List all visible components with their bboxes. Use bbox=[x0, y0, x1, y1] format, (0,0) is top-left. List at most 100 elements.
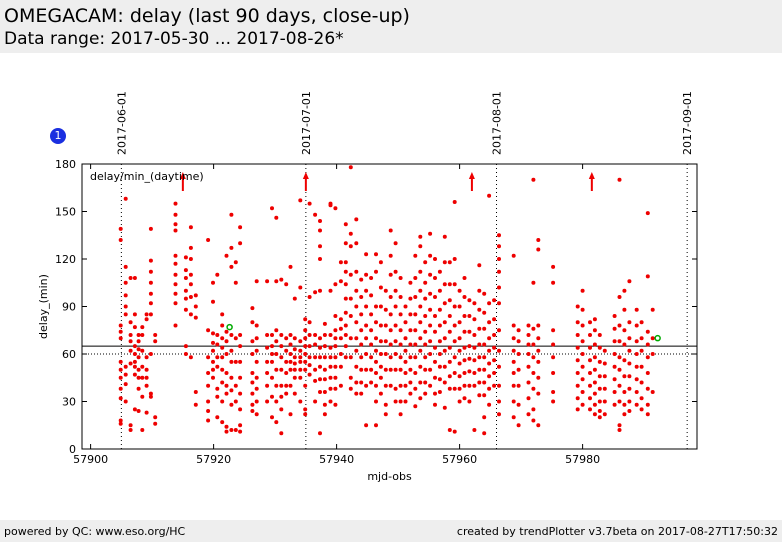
data-point bbox=[118, 336, 123, 341]
data-point bbox=[364, 323, 369, 328]
data-point bbox=[622, 307, 627, 312]
data-point bbox=[580, 377, 585, 382]
data-point bbox=[136, 333, 141, 337]
data-point bbox=[140, 325, 145, 330]
data-point bbox=[516, 339, 521, 344]
data-point bbox=[383, 367, 388, 372]
data-point bbox=[270, 344, 274, 349]
data-point bbox=[580, 402, 585, 407]
data-point bbox=[292, 391, 297, 396]
data-point bbox=[403, 320, 408, 325]
data-point bbox=[627, 374, 632, 379]
data-point bbox=[148, 226, 153, 231]
data-point bbox=[602, 348, 607, 353]
data-point bbox=[333, 386, 338, 391]
data-point bbox=[136, 355, 141, 360]
data-point bbox=[408, 355, 413, 360]
data-point bbox=[343, 269, 348, 274]
data-point bbox=[233, 260, 238, 265]
data-point bbox=[433, 329, 437, 334]
data-point bbox=[274, 339, 279, 344]
data-point bbox=[193, 315, 198, 320]
data-point bbox=[423, 296, 428, 301]
data-point bbox=[123, 293, 128, 298]
data-point bbox=[433, 257, 437, 261]
data-point bbox=[408, 342, 413, 347]
data-point bbox=[398, 383, 403, 388]
data-point bbox=[318, 377, 322, 382]
data-point bbox=[118, 386, 123, 391]
data-point bbox=[188, 245, 193, 250]
data-point bbox=[279, 333, 284, 337]
data-point bbox=[238, 344, 243, 349]
data-point bbox=[183, 268, 188, 273]
data-point bbox=[307, 295, 312, 299]
data-point bbox=[284, 348, 289, 353]
data-point bbox=[645, 342, 650, 347]
data-point bbox=[452, 429, 457, 434]
data-point bbox=[211, 375, 215, 380]
data-point bbox=[128, 423, 133, 428]
data-point bbox=[343, 333, 348, 337]
data-point bbox=[531, 326, 536, 331]
data-point bbox=[634, 377, 639, 382]
data-point bbox=[388, 272, 393, 277]
data-point bbox=[132, 344, 137, 349]
data-point bbox=[428, 307, 433, 312]
data-point bbox=[211, 348, 215, 353]
data-point bbox=[452, 355, 457, 360]
data-point bbox=[511, 348, 516, 353]
data-point bbox=[467, 383, 472, 388]
data-point bbox=[369, 312, 374, 317]
data-point bbox=[580, 390, 585, 394]
data-point bbox=[447, 345, 452, 350]
data-point bbox=[279, 344, 284, 349]
data-point bbox=[627, 279, 632, 284]
data-point bbox=[288, 359, 293, 364]
data-point bbox=[183, 344, 188, 349]
data-point bbox=[497, 244, 501, 249]
data-point bbox=[374, 320, 378, 325]
data-point bbox=[551, 355, 556, 360]
data-point bbox=[193, 402, 198, 407]
data-point bbox=[132, 372, 137, 377]
data-point bbox=[462, 295, 467, 299]
data-point bbox=[279, 383, 284, 388]
data-point bbox=[215, 333, 220, 337]
data-point bbox=[343, 344, 348, 349]
data-point bbox=[457, 336, 462, 341]
data-point bbox=[497, 257, 501, 261]
data-point bbox=[467, 314, 472, 318]
data-point bbox=[612, 314, 617, 318]
data-point bbox=[215, 386, 220, 391]
data-point bbox=[639, 336, 644, 341]
data-point bbox=[274, 367, 279, 372]
x-axis-label: mjd-obs bbox=[367, 470, 412, 483]
data-point bbox=[526, 396, 531, 401]
data-point bbox=[211, 340, 215, 345]
data-point bbox=[354, 288, 359, 293]
data-point bbox=[279, 431, 284, 436]
data-point bbox=[333, 328, 338, 333]
data-point bbox=[148, 352, 153, 356]
data-point bbox=[348, 272, 353, 277]
data-point bbox=[588, 407, 592, 412]
data-point bbox=[597, 359, 602, 364]
data-point bbox=[622, 342, 627, 347]
data-point bbox=[388, 342, 393, 347]
data-point bbox=[265, 333, 270, 337]
data-point bbox=[492, 345, 497, 350]
data-point bbox=[423, 329, 428, 334]
data-point bbox=[359, 380, 364, 385]
data-point bbox=[452, 282, 457, 287]
data-point bbox=[215, 364, 220, 369]
data-point bbox=[322, 355, 327, 360]
data-point bbox=[132, 359, 137, 364]
data-point bbox=[383, 323, 388, 328]
info-badge[interactable]: 1 bbox=[50, 128, 66, 144]
data-point bbox=[602, 399, 607, 404]
data-point bbox=[482, 367, 487, 372]
data-point bbox=[551, 264, 556, 269]
data-point bbox=[531, 280, 536, 285]
data-point bbox=[343, 296, 348, 301]
